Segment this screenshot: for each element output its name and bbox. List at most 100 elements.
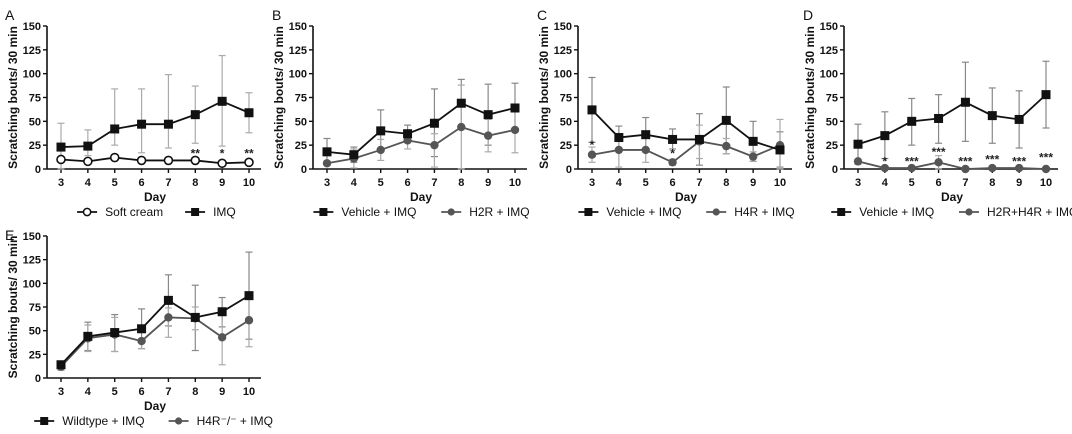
legend-item: Soft cream [77,205,163,219]
legend-marker-square [191,208,200,216]
data-point-square [244,108,254,118]
data-point-square [244,291,254,301]
y-tick-label: 125 [289,45,307,57]
x-tick-label: 5 [909,177,915,189]
data-point-open-circle [83,156,93,167]
x-tick-label: 3 [324,177,330,189]
legend-item: Vehicle + IMQ [831,205,934,219]
data-point-square [110,124,120,134]
x-tick-label: 9 [219,386,225,398]
x-tick-label: 7 [696,177,702,189]
legend-marker-open-circle [82,207,92,217]
x-tick-label: 7 [165,386,171,398]
legend-label: H4R + IMQ [734,205,794,219]
y-axis-label: Scratching bouts/ 30 min [537,26,551,169]
data-point-circle [376,145,385,155]
y-axis-label: Scratching bouts/ 30 min [6,26,20,169]
y-tick-label: 75 [29,302,41,314]
legend-label: Vehicle + IMQ [606,205,681,219]
data-point-square [775,145,785,155]
significance-marker: *** [958,154,972,168]
data-point-circle [988,163,997,173]
y-tick-label: 100 [289,69,307,81]
x-tick-label: 9 [485,177,491,189]
data-point-square [1014,114,1024,124]
significance-marker: * [670,147,675,161]
data-point-circle [137,336,146,346]
significance-marker: *** [932,145,946,159]
x-tick-label: 5 [112,177,118,189]
legend: Soft cream IMQ [77,205,236,219]
legend-label: H4R⁻/⁻ + IMQ [197,414,273,428]
panel-b: B 0 25 50 75 100 125 150 3 4 5 6 7 8 9 10 Day Scratching … [272,7,530,219]
panel-d: D 0 25 50 75 100 125 150 3 4 5 6 7 8 9 10 Day Scratching … [803,7,1072,219]
y-tick-label: 125 [554,45,572,57]
y-tick-label: 50 [29,326,41,338]
x-tick-label: 8 [989,177,995,189]
legend-label: Wildtype + IMQ [62,414,144,428]
data-point-square [587,105,597,115]
x-tick-label: 10 [509,177,521,189]
y-tick-label: 150 [23,21,41,33]
legend-item: Wildtype + IMQ [34,414,145,428]
data-point-circle [614,145,624,155]
y-tick-label: 0 [35,164,41,176]
data-point-square [987,111,997,121]
data-point-square [960,97,970,107]
data-point-square [748,136,758,146]
data-point-square [322,147,332,157]
data-point-square [190,312,200,322]
data-point-square [483,110,493,120]
significance-marker: ** [191,147,201,161]
data-point-square [934,113,944,123]
significance-marker: * [220,147,225,161]
data-point-square [137,119,147,129]
data-point-circle [483,131,493,140]
y-tick-label: 150 [554,21,572,33]
x-tick-label: 3 [589,177,595,189]
significance-marker: * [590,138,595,152]
data-point-square [217,96,227,106]
y-tick-label: 100 [820,69,838,81]
data-point-square [163,119,173,129]
x-tick-label: 9 [1016,177,1022,189]
x-tick-label: 6 [405,177,411,189]
x-tick-label: 8 [723,177,729,189]
x-tick-label: 10 [1040,177,1052,189]
x-tick-label: 5 [643,177,649,189]
data-point-circle [244,316,254,325]
data-point-square [880,131,890,141]
data-point-square [510,103,520,113]
y-tick-label: 125 [23,45,41,57]
x-tick-label: 7 [165,177,171,189]
data-point-circle [722,141,731,151]
y-tick-label: 75 [560,93,572,105]
legend: Vehicle + IMQ H2R + IMQ [313,205,530,219]
y-tick-label: 25 [29,349,41,361]
data-point-circle [1014,163,1024,173]
x-tick-label: 3 [58,386,64,398]
legend-item: H4R⁻/⁻ + IMQ [168,414,273,428]
data-point-circle [853,157,863,166]
y-tick-label: 150 [289,21,307,33]
panel-c: C 0 25 50 75 100 125 150 3 4 5 6 7 8 9 10 Day Scratching … [537,7,795,219]
series-line-1 [591,140,781,164]
x-tick-label: 10 [243,177,255,189]
data-point-square [614,133,624,143]
data-point-open-circle [56,154,66,165]
data-point-circle [907,163,916,173]
x-tick-label: 7 [962,177,968,189]
x-tick-label: 5 [112,386,118,398]
data-point-square [694,134,704,144]
data-point-square [110,328,120,338]
panel-letter: D [803,7,813,23]
x-axis-label: Day [941,190,963,204]
legend-label: H2R + IMQ [469,205,529,219]
y-tick-label: 25 [295,140,307,152]
data-point-circle [961,164,970,174]
data-point-circle [217,333,227,342]
legend-label: Vehicle + IMQ [341,205,416,219]
x-tick-label: 9 [219,177,225,189]
y-tick-label: 25 [560,140,572,152]
legend-marker-circle [965,208,973,216]
